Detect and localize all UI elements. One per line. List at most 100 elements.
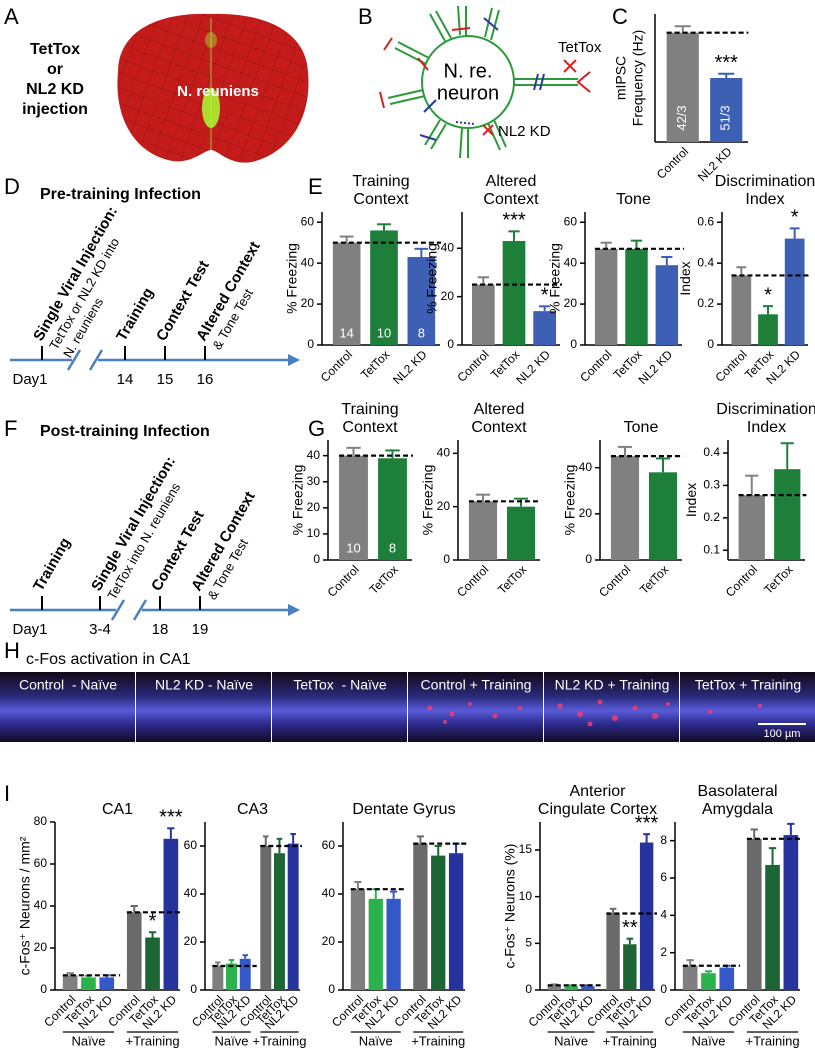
y-tick-label: 20	[437, 499, 451, 513]
chart-title: Amygdala	[702, 801, 773, 818]
x-tick-label: TetTox	[637, 562, 671, 596]
y-tick-label: 0	[307, 337, 314, 351]
group-label: Naïve	[215, 1033, 249, 1048]
bar	[682, 965, 698, 990]
micrographs-part	[680, 672, 815, 742]
y-tick-label: 0	[447, 337, 454, 351]
micrographs-part-part	[587, 721, 593, 727]
group-label: +Training	[603, 1033, 657, 1048]
panel-letter: B	[358, 4, 373, 29]
bar	[386, 898, 401, 990]
timeline-d-part	[41, 346, 206, 360]
chart-title: Context	[483, 191, 539, 208]
y-tick-label: 40	[184, 886, 198, 900]
x-tick-label: TetTox	[358, 347, 392, 381]
y-axis-label: Index	[677, 261, 693, 295]
significance: ***	[502, 210, 526, 232]
bar	[370, 230, 398, 345]
n-label: 8	[389, 540, 396, 555]
significance: *	[764, 284, 772, 306]
y-axis-label: % Freezing	[420, 465, 436, 536]
micrographs-part-part	[557, 703, 563, 709]
micrographs-part-part	[708, 710, 712, 714]
n-label: 42/3	[674, 105, 689, 130]
day-label: Day1	[12, 621, 47, 638]
neuron-diagram-part	[424, 119, 447, 150]
neuron-diagram-part	[455, 121, 475, 125]
brain-image-part	[117, 13, 309, 163]
y-tick-label: 8	[660, 833, 667, 847]
bar	[765, 864, 780, 990]
y-tick-label: 0	[585, 552, 592, 566]
neuron-label: neuron	[437, 82, 499, 104]
chart-title: Dentate Gyrus	[352, 801, 455, 818]
bar	[99, 977, 115, 990]
panel-letter: E	[308, 174, 323, 199]
micrographs-part-part	[468, 702, 472, 706]
y-tick-label: 20	[301, 296, 315, 310]
y-tick-label: 20	[322, 934, 336, 948]
event-label: Training	[113, 285, 157, 344]
y-tick-label: 5	[525, 936, 532, 950]
micrographs-part-part	[758, 704, 762, 708]
y-tick-label: 20	[441, 289, 455, 303]
n-label: 51/3	[718, 105, 733, 130]
y-tick-label: 0.4	[697, 255, 714, 269]
section-title: c-Fos activation in CA1	[26, 651, 191, 668]
tettox-label: TetTox	[558, 39, 602, 56]
chart-title: Index	[745, 191, 784, 208]
bar	[287, 843, 299, 990]
neuron-diagram-part	[419, 134, 437, 141]
timeline-f-part	[110, 599, 126, 621]
micrographs-part-part	[612, 715, 618, 721]
day-label: 16	[197, 371, 214, 388]
chart-title: Altered	[474, 401, 525, 418]
micrographs-part	[136, 672, 271, 742]
timeline-d-part	[72, 350, 98, 370]
bar	[594, 248, 618, 345]
chart-title: Altered	[486, 173, 537, 190]
neuron-diagram-part	[429, 10, 452, 42]
bar	[502, 241, 526, 345]
neuron-diagram-part	[451, 27, 471, 31]
micrographs-part-part	[443, 720, 447, 724]
n-label: 14	[339, 325, 353, 340]
bar	[783, 835, 799, 990]
y-tick-label: 60	[184, 838, 198, 852]
chart-title: Tone	[616, 191, 651, 208]
y-tick-label: 0	[525, 982, 532, 996]
group-label: +Training	[252, 1033, 306, 1048]
x-tick-label: Control	[325, 562, 362, 599]
x-tick-label: Control	[454, 347, 491, 384]
bar	[784, 238, 805, 345]
micrographs-part-part	[597, 699, 603, 705]
neuron-diagram-part	[459, 127, 469, 159]
target-label: N. reuniens	[177, 83, 259, 100]
bar	[378, 458, 407, 560]
neuron-diagram-part	[394, 41, 430, 65]
chart-title: Context	[471, 419, 527, 436]
bar	[639, 842, 654, 990]
x-tick-label: TetTox	[495, 562, 529, 596]
day-label: Day1	[12, 371, 47, 388]
chart-title: CA1	[102, 801, 133, 818]
micrographs-part-part	[632, 705, 638, 711]
y-axis-label: c-Fos⁺ Neurons (%)	[502, 844, 518, 969]
y-axis-label: Index	[683, 483, 699, 517]
bar	[350, 889, 366, 990]
y-tick-label: 20	[579, 506, 593, 520]
neuron-diagram-part	[514, 78, 578, 86]
y-axis-label: mIPSC	[613, 56, 629, 100]
chart-title: Tone	[624, 419, 659, 436]
panel-letter: G	[308, 416, 325, 441]
bar	[332, 242, 361, 345]
y-axis-label: % Freezing	[547, 243, 563, 314]
chart-title: Index	[747, 419, 786, 436]
y-tick-label: 40	[564, 255, 578, 269]
x-tick-label: Control	[454, 562, 491, 599]
y-tick-label: 0	[328, 982, 335, 996]
chart-title: Discrimination	[715, 173, 815, 190]
neuron-diagram-part	[457, 5, 467, 36]
tile-label: NL2 KD - Naïve	[155, 677, 253, 693]
group-label: Naïve	[71, 1033, 105, 1048]
